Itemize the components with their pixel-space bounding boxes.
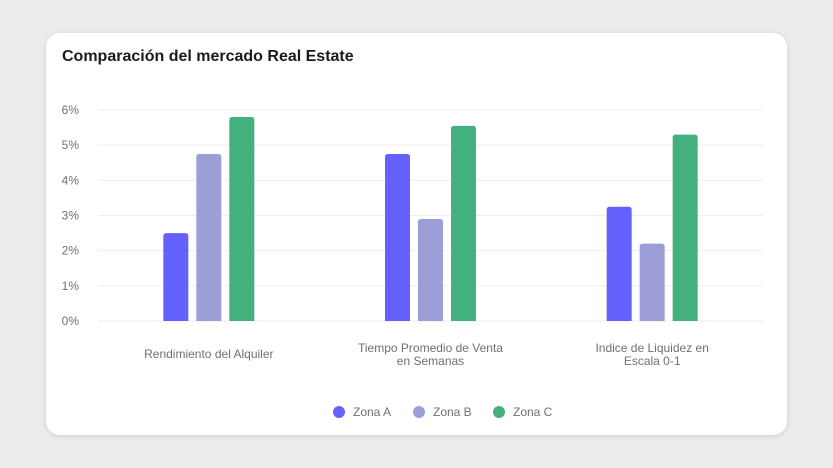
bar-chart: 0% 1% 2% 3% 4% 5% 6% Rendimiento del Alquiler Ti…	[62, 103, 763, 419]
x-category-label: Tiempo Promedio de Venta en Semanas	[358, 341, 503, 368]
y-tick-label: 2%	[62, 244, 80, 258]
y-tick-label: 0%	[62, 314, 80, 328]
chart-card: Comparación del mercado Real Estate 0% 1%…	[46, 33, 787, 435]
chart-title: Comparación del mercado Real Estate	[62, 48, 354, 65]
legend-label: Zona A	[353, 405, 391, 419]
y-tick-label: 6%	[62, 103, 80, 117]
y-tick-label: 4%	[62, 173, 80, 187]
y-tick-label: 5%	[62, 138, 80, 152]
bar	[672, 134, 698, 321]
y-tick-label: 3%	[62, 209, 80, 223]
bar	[229, 117, 255, 322]
legend-swatch	[333, 406, 345, 418]
legend-label: Zona B	[433, 405, 472, 419]
bar	[418, 219, 443, 321]
legend-label: Zona C	[513, 405, 553, 419]
legend-swatch	[493, 406, 505, 418]
x-category-label: Indice de Liquidez en Escala 0-1	[595, 341, 708, 368]
legend-swatch	[413, 406, 425, 418]
bar	[639, 243, 665, 321]
bar	[606, 206, 632, 321]
bar	[196, 153, 222, 321]
bar	[385, 153, 410, 321]
x-category-label: Rendimiento del Alquiler	[144, 347, 273, 361]
y-tick-label: 1%	[62, 279, 80, 293]
bar	[451, 125, 476, 321]
bar	[163, 233, 189, 321]
